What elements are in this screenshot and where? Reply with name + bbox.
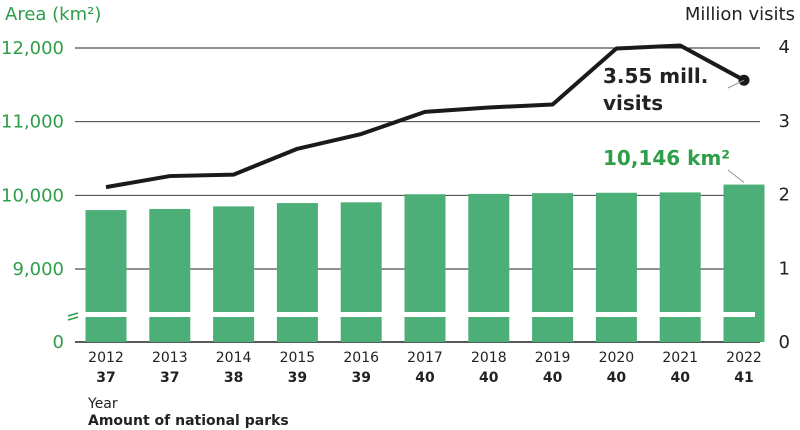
area-bars <box>85 184 765 342</box>
x-tick-parks-2022: 41 <box>734 370 753 386</box>
y-right-tick-0: 0 <box>779 332 790 353</box>
x-tick-parks-2014: 38 <box>224 370 243 386</box>
x-tick-parks-2012: 37 <box>96 370 115 386</box>
y-left-tick-4: 12,000 <box>1 38 64 59</box>
bar-2014 <box>213 206 255 342</box>
x-tick-year-2013: 2013 <box>152 350 188 366</box>
right-axis-title: Million visits <box>685 4 795 25</box>
y-right-tick-1: 1 <box>779 258 790 279</box>
x-tick-parks-2016: 39 <box>351 370 370 386</box>
break-mark-2 <box>67 316 79 321</box>
break-band <box>80 312 755 317</box>
x-tick-year-2018: 2018 <box>471 350 507 366</box>
x-axis-title: Year <box>87 396 118 412</box>
y-left-tick-2: 10,000 <box>1 185 64 206</box>
x-tick-year-2016: 2016 <box>343 350 379 366</box>
axis-ticks: 0 9,000 10,000 11,000 12,000 0 1 2 3 4 <box>1 37 790 353</box>
visits-line-group <box>105 43 750 190</box>
visits-annotation-line2: visits <box>603 91 663 115</box>
visits-annotation-line1: 3.55 mill. <box>603 64 708 88</box>
x-tick-parks-2021: 40 <box>670 370 690 386</box>
bar-2022 <box>723 184 765 342</box>
visits-leader-line <box>727 79 745 89</box>
x-tick-year-2019: 2019 <box>535 350 571 366</box>
bar-2013 <box>149 208 191 342</box>
x-tick-parks-2013: 37 <box>160 370 179 386</box>
x-tick-year-2022: 2022 <box>726 350 762 366</box>
bar-2019 <box>532 193 574 342</box>
bar-2016 <box>340 202 382 342</box>
break-mark-1 <box>67 312 79 317</box>
area-annotation: 10,146 km² <box>603 146 730 170</box>
bar-2012 <box>85 210 127 342</box>
y-left-tick-1: 9,000 <box>12 259 64 280</box>
y-left-tick-0: 0 <box>53 332 64 353</box>
y-right-tick-4: 4 <box>779 37 790 58</box>
x-tick-year-2015: 2015 <box>280 350 316 366</box>
y-right-tick-2: 2 <box>779 185 790 206</box>
left-axis-title: Area (km²) <box>5 4 101 25</box>
area-leader-line <box>727 169 745 183</box>
x-tick-parks-2017: 40 <box>415 370 435 386</box>
x-tick-year-2014: 2014 <box>216 350 252 366</box>
bar-2015 <box>276 203 318 342</box>
bar-2020 <box>595 192 637 342</box>
x-tick-parks-2018: 40 <box>479 370 499 386</box>
x-axis-labels: 2012 37 2013 37 2014 38 2015 39 2016 39 2017 40 2018… <box>88 350 762 386</box>
x-tick-year-2021: 2021 <box>662 350 698 366</box>
x-tick-year-2012: 2012 <box>88 350 124 366</box>
axis-break <box>67 312 755 321</box>
x-axis-subtitle: Amount of national parks <box>88 413 289 429</box>
x-tick-parks-2015: 39 <box>288 370 307 386</box>
y-right-tick-3: 3 <box>779 111 790 132</box>
x-tick-parks-2020: 40 <box>607 370 627 386</box>
bar-2017 <box>404 194 446 342</box>
bar-2021 <box>659 192 701 342</box>
x-tick-year-2017: 2017 <box>407 350 443 366</box>
x-tick-year-2020: 2020 <box>599 350 635 366</box>
bar-2018 <box>468 193 510 342</box>
x-tick-parks-2019: 40 <box>543 370 563 386</box>
y-left-tick-3: 11,000 <box>1 112 64 133</box>
